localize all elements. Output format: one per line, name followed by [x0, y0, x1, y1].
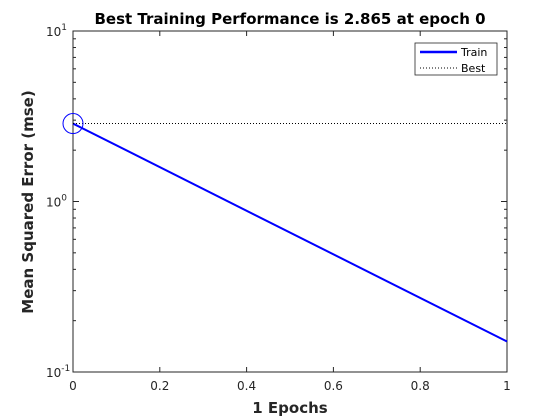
legend: Train Best: [414, 42, 498, 76]
x-axis-label: 1 Epochs: [252, 399, 328, 417]
best-epoch-marker: [62, 113, 84, 135]
legend-box: [414, 42, 498, 76]
x-tick-label: 0.2: [150, 379, 169, 393]
x-tick-label: 0.8: [411, 379, 430, 393]
x-tick-label: 0.4: [237, 379, 256, 393]
y-axis-label: Mean Squared Error (mse): [19, 90, 37, 313]
x-tick-label: 0.6: [324, 379, 343, 393]
x-axis-ticks: 0 0.2 0.4 0.6 0.8 1: [69, 31, 511, 393]
plot-area: [72, 30, 508, 373]
y-minor-ticks: [73, 38, 507, 322]
legend-best-label: Best: [461, 62, 486, 75]
y-tick-exponent: 1: [61, 23, 67, 33]
chart-title: Best Training Performance is 2.865 at ep…: [94, 10, 485, 28]
y-tick-label: 100: [46, 194, 67, 210]
y-tick-exponent: -1: [61, 364, 70, 374]
y-tick-exponent: 0: [61, 194, 67, 204]
legend-train-label: Train: [460, 46, 487, 59]
x-tick-label: 0: [69, 379, 77, 393]
y-tick-label: 10-1: [46, 364, 70, 380]
series-layer: [72, 122, 508, 343]
x-tick-label: 1: [503, 379, 511, 393]
y-tick-label: 101: [46, 23, 67, 39]
train-series-line: [72, 122, 508, 343]
